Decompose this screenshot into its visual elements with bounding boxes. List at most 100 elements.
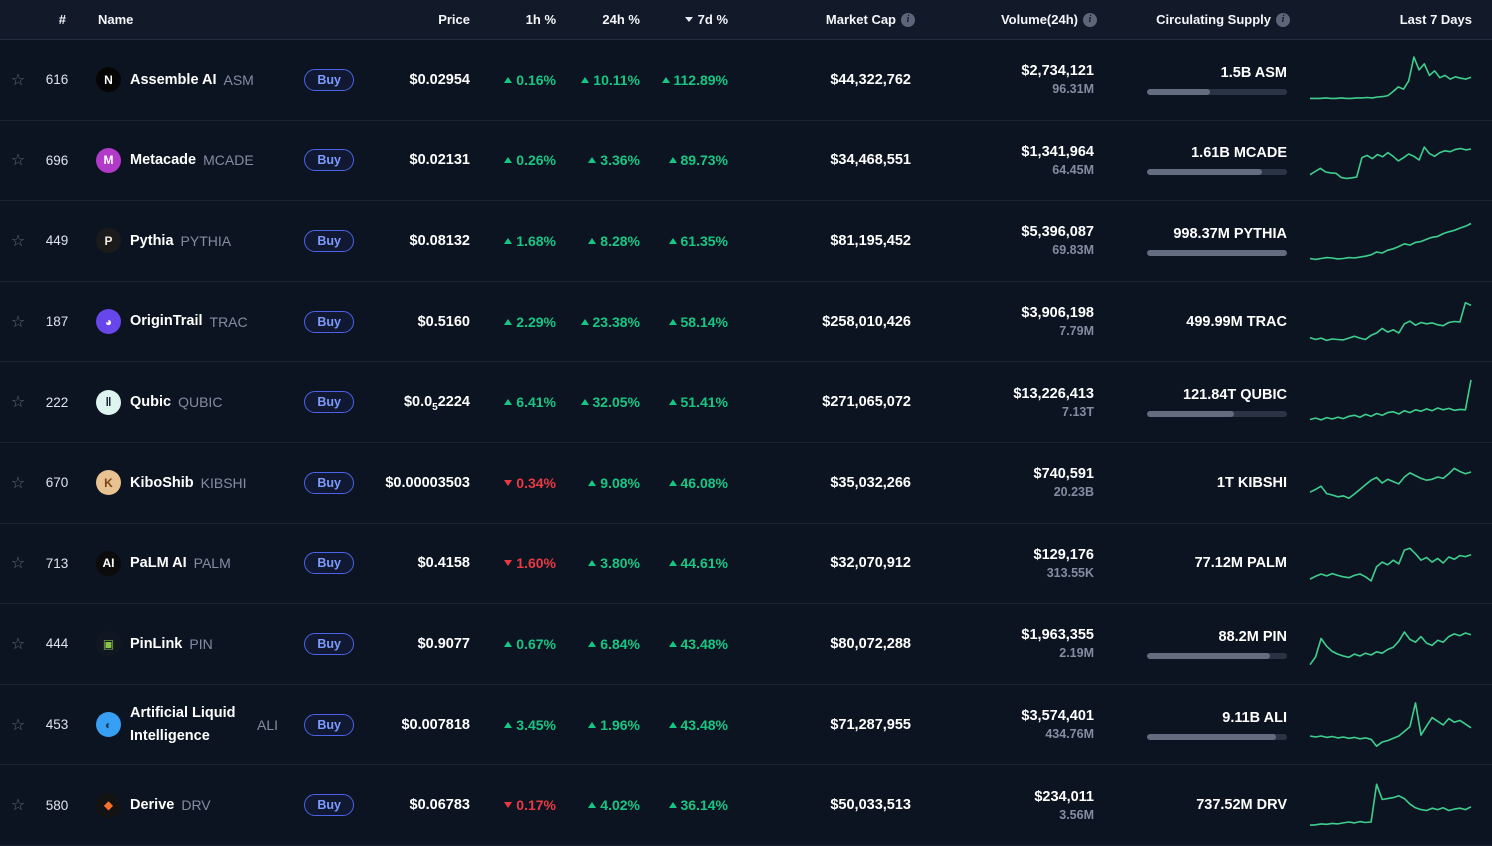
- favorite-star-icon[interactable]: ☆: [10, 555, 26, 573]
- table-row[interactable]: ☆ 449 P Pythia PYTHIA Buy $0.08132 1.68%…: [0, 201, 1492, 282]
- circulating-supply: 1T KIBSHI: [1216, 474, 1287, 491]
- coin-name[interactable]: Assemble AI: [130, 71, 217, 88]
- volume-usd: $129,176: [1033, 546, 1094, 563]
- change-7d: 36.14%: [640, 797, 728, 813]
- table-row[interactable]: ☆ 453 ◐ Artificial Liquid Intelligence A…: [0, 684, 1492, 766]
- buy-button[interactable]: Buy: [304, 149, 354, 172]
- coin-rank: 449: [45, 233, 69, 249]
- change-24h-value: 23.38%: [592, 313, 640, 330]
- circulating-supply: 88.2M PIN: [1218, 628, 1288, 645]
- header-circulating-supply-label: Circulating Supply: [1156, 12, 1271, 27]
- direction-caret-icon: [668, 318, 677, 325]
- circulating-supply: 121.84T QUBIC: [1183, 387, 1287, 404]
- table-row[interactable]: ☆ 670 K KiboShib KIBSHI Buy $0.00003503 …: [0, 442, 1492, 524]
- buy-button[interactable]: Buy: [304, 471, 354, 494]
- change-1h-value: 6.41%: [516, 394, 556, 411]
- header-volume[interactable]: Volume(24h) i: [915, 12, 1097, 27]
- table-row[interactable]: ☆ 187 ◕ OriginTrail TRAC Buy $0.5160 2.2…: [0, 281, 1492, 363]
- table-row[interactable]: ☆ 444 ▣ PinLink PIN Buy $0.9077 0.67% 6.…: [0, 604, 1492, 685]
- favorite-star-icon[interactable]: ☆: [10, 232, 26, 250]
- sparkline-7d: [1290, 296, 1492, 348]
- favorite-star-icon[interactable]: ☆: [10, 152, 26, 170]
- coin-rank: 580: [45, 797, 69, 813]
- coin-name[interactable]: OriginTrail: [130, 313, 203, 330]
- coin-logo: M: [96, 147, 121, 173]
- favorite-star-icon[interactable]: ☆: [10, 313, 26, 331]
- change-7d-value: 112.89%: [673, 71, 729, 88]
- direction-caret-icon: [504, 318, 513, 325]
- sparkline-7d: [1290, 215, 1492, 267]
- coin-name[interactable]: Metacade: [130, 152, 197, 169]
- buy-button[interactable]: Buy: [304, 229, 354, 252]
- change-24h: 10.11%: [556, 72, 640, 88]
- market-cap: $271,065,072: [822, 394, 911, 411]
- sparkline-7d: [1290, 54, 1492, 106]
- buy-button[interactable]: Buy: [304, 68, 354, 91]
- header-7d[interactable]: 7d %: [640, 12, 728, 27]
- buy-button[interactable]: Buy: [304, 794, 354, 817]
- volume-usd: $3,574,401: [1021, 708, 1094, 725]
- table-row[interactable]: ☆ 616 N Assemble AI ASM Buy $0.02954 0.1…: [0, 40, 1492, 121]
- change-24h: 1.96%: [556, 717, 640, 733]
- buy-button[interactable]: Buy: [304, 310, 354, 333]
- table-row[interactable]: ☆ 713 AI PaLM AI PALM Buy $0.4158 1.60% …: [0, 523, 1492, 605]
- info-icon[interactable]: i: [1276, 12, 1290, 27]
- direction-caret-icon: [588, 479, 597, 486]
- change-1h-value: 0.34%: [516, 474, 556, 491]
- favorite-star-icon[interactable]: ☆: [10, 797, 26, 815]
- buy-button[interactable]: Buy: [304, 391, 354, 414]
- coin-price: $0.02954: [409, 71, 470, 88]
- favorite-star-icon[interactable]: ☆: [10, 474, 26, 492]
- coin-rank: 222: [45, 394, 69, 410]
- direction-caret-icon: [581, 76, 590, 83]
- table-row[interactable]: ☆ 696 M Metacade MCADE Buy $0.02131 0.26…: [0, 120, 1492, 202]
- table-row[interactable]: ☆ 222 ‖ Qubic QUBIC Buy $0.052224 6.41% …: [0, 362, 1492, 443]
- volume-crypto: 96.31M: [1052, 82, 1094, 97]
- circulating-supply: 998.37M PYTHIA: [1173, 225, 1287, 242]
- header-1h[interactable]: 1h %: [525, 12, 556, 27]
- buy-button[interactable]: Buy: [304, 632, 354, 655]
- header-24h[interactable]: 24h %: [602, 12, 640, 27]
- header-market-cap[interactable]: Market Cap i: [728, 12, 915, 27]
- coin-name[interactable]: PinLink: [130, 635, 183, 652]
- favorite-star-icon[interactable]: ☆: [10, 394, 26, 412]
- favorite-star-icon[interactable]: ☆: [10, 71, 26, 89]
- coin-price: $0.007818: [401, 716, 470, 733]
- header-price[interactable]: Price: [438, 12, 470, 27]
- change-24h-value: 10.11%: [593, 71, 640, 88]
- direction-caret-icon: [668, 157, 677, 164]
- supply-progress-bar: [1147, 733, 1287, 740]
- change-1h: 0.34%: [470, 475, 556, 491]
- change-7d-value: 89.73%: [680, 152, 728, 169]
- coin-name[interactable]: Artificial Liquid Intelligence: [130, 705, 236, 744]
- coin-name[interactable]: Pythia: [130, 232, 174, 249]
- sparkline-7d: [1290, 618, 1492, 670]
- change-24h: 6.84%: [556, 636, 640, 652]
- change-24h-value: 6.84%: [600, 635, 640, 652]
- info-icon[interactable]: i: [1083, 12, 1097, 27]
- change-7d: 43.48%: [640, 717, 728, 733]
- change-7d-value: 61.35%: [680, 232, 728, 249]
- header-rank[interactable]: #: [58, 12, 66, 27]
- change-7d-value: 46.08%: [680, 474, 728, 491]
- supply-progress-bar: [1147, 169, 1287, 176]
- coin-name[interactable]: Qubic: [130, 393, 172, 410]
- header-name[interactable]: Name: [98, 12, 134, 27]
- direction-caret-icon: [668, 479, 677, 486]
- change-24h-value: 9.08%: [600, 474, 640, 491]
- coin-name[interactable]: PaLM AI: [130, 555, 187, 572]
- info-icon[interactable]: i: [901, 12, 915, 27]
- buy-button[interactable]: Buy: [304, 713, 354, 736]
- buy-button[interactable]: Buy: [304, 552, 354, 575]
- change-1h: 0.16%: [470, 72, 556, 88]
- favorite-star-icon[interactable]: ☆: [10, 635, 26, 653]
- header-circulating-supply[interactable]: Circulating Supply i: [1097, 12, 1290, 27]
- favorite-star-icon[interactable]: ☆: [10, 716, 26, 734]
- coin-name[interactable]: Derive: [130, 796, 175, 813]
- change-24h-value: 3.36%: [600, 152, 640, 169]
- change-7d-value: 58.14%: [680, 313, 728, 330]
- table-row[interactable]: ☆ 580 ◆ Derive DRV Buy $0.06783 0.17% 4.…: [0, 765, 1492, 846]
- coin-name[interactable]: KiboShib: [130, 474, 194, 491]
- coin-price: $0.9077: [417, 635, 470, 652]
- direction-caret-icon: [661, 76, 670, 83]
